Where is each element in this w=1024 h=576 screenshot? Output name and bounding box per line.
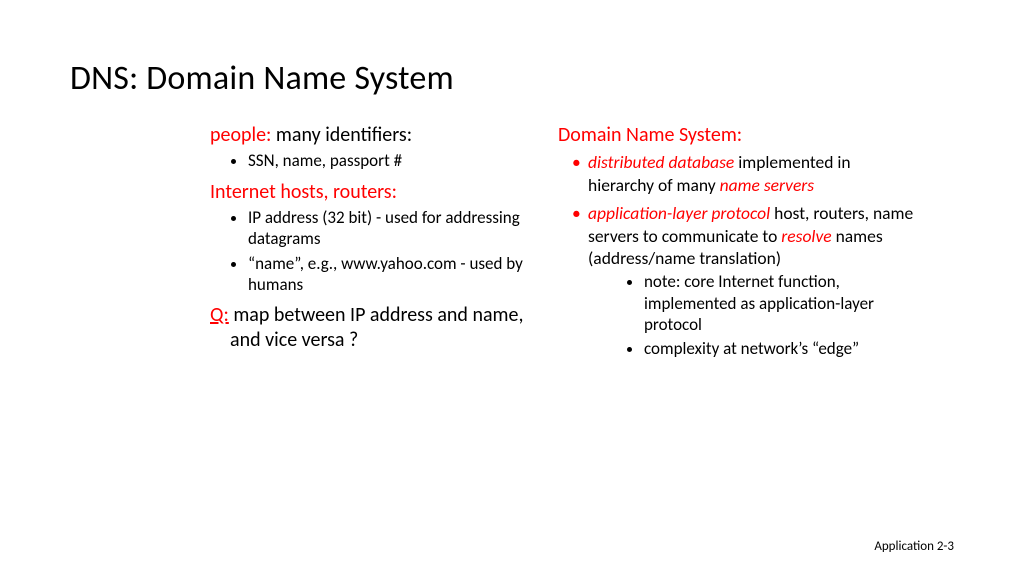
- dns-bullets: distributed database implemented in hier…: [558, 151, 918, 359]
- dns-sub-1: note: core Internet function, implemente…: [644, 271, 918, 335]
- dns-bullet-1: distributed database implemented in hier…: [574, 151, 918, 196]
- dns-heading: Domain Name System:: [558, 123, 918, 147]
- dns-sub-2: complexity at network’s “edge”: [644, 338, 918, 359]
- question-line: Q: map between IP address and name, and …: [210, 303, 530, 353]
- q-rest: map between IP address and name, and vic…: [229, 303, 524, 352]
- people-bullets: SSN, name, passport #: [210, 150, 530, 171]
- right-column: Domain Name System: distributed database…: [558, 123, 918, 365]
- slide: DNS: Domain Name System people: many ide…: [0, 0, 1024, 576]
- page-title: DNS: Domain Name System: [70, 58, 954, 99]
- people-label: people:: [210, 123, 271, 147]
- hosts-bullet-1: IP address (32 bit) - used for addressin…: [248, 207, 530, 250]
- b1-emph-1: distributed database: [588, 151, 734, 173]
- people-rest: many identifiers:: [271, 123, 412, 147]
- q-label: Q:: [210, 303, 229, 327]
- people-bullet-1: SSN, name, passport #: [248, 150, 530, 171]
- left-column: people: many identifiers: SSN, name, pas…: [210, 123, 530, 365]
- b1-emph-2: name servers: [720, 174, 814, 196]
- hosts-bullets: IP address (32 bit) - used for addressin…: [210, 207, 530, 295]
- hosts-heading: Internet hosts, routers:: [210, 180, 530, 204]
- content-columns: people: many identifiers: SSN, name, pas…: [70, 123, 954, 365]
- b2-emph-1: application-layer protocol: [588, 202, 770, 224]
- hosts-label: Internet hosts, routers:: [210, 180, 397, 204]
- b2-emph-2: resolve: [781, 225, 831, 247]
- hosts-bullet-2: “name”, e.g., www.yahoo.com - used by hu…: [248, 253, 530, 296]
- dns-bullet-2: application-layer protocol host, routers…: [574, 202, 918, 359]
- dns-sub-bullets: note: core Internet function, implemente…: [588, 271, 918, 359]
- people-heading: people: many identifiers:: [210, 123, 530, 147]
- slide-footer: Application 2-3: [874, 539, 954, 554]
